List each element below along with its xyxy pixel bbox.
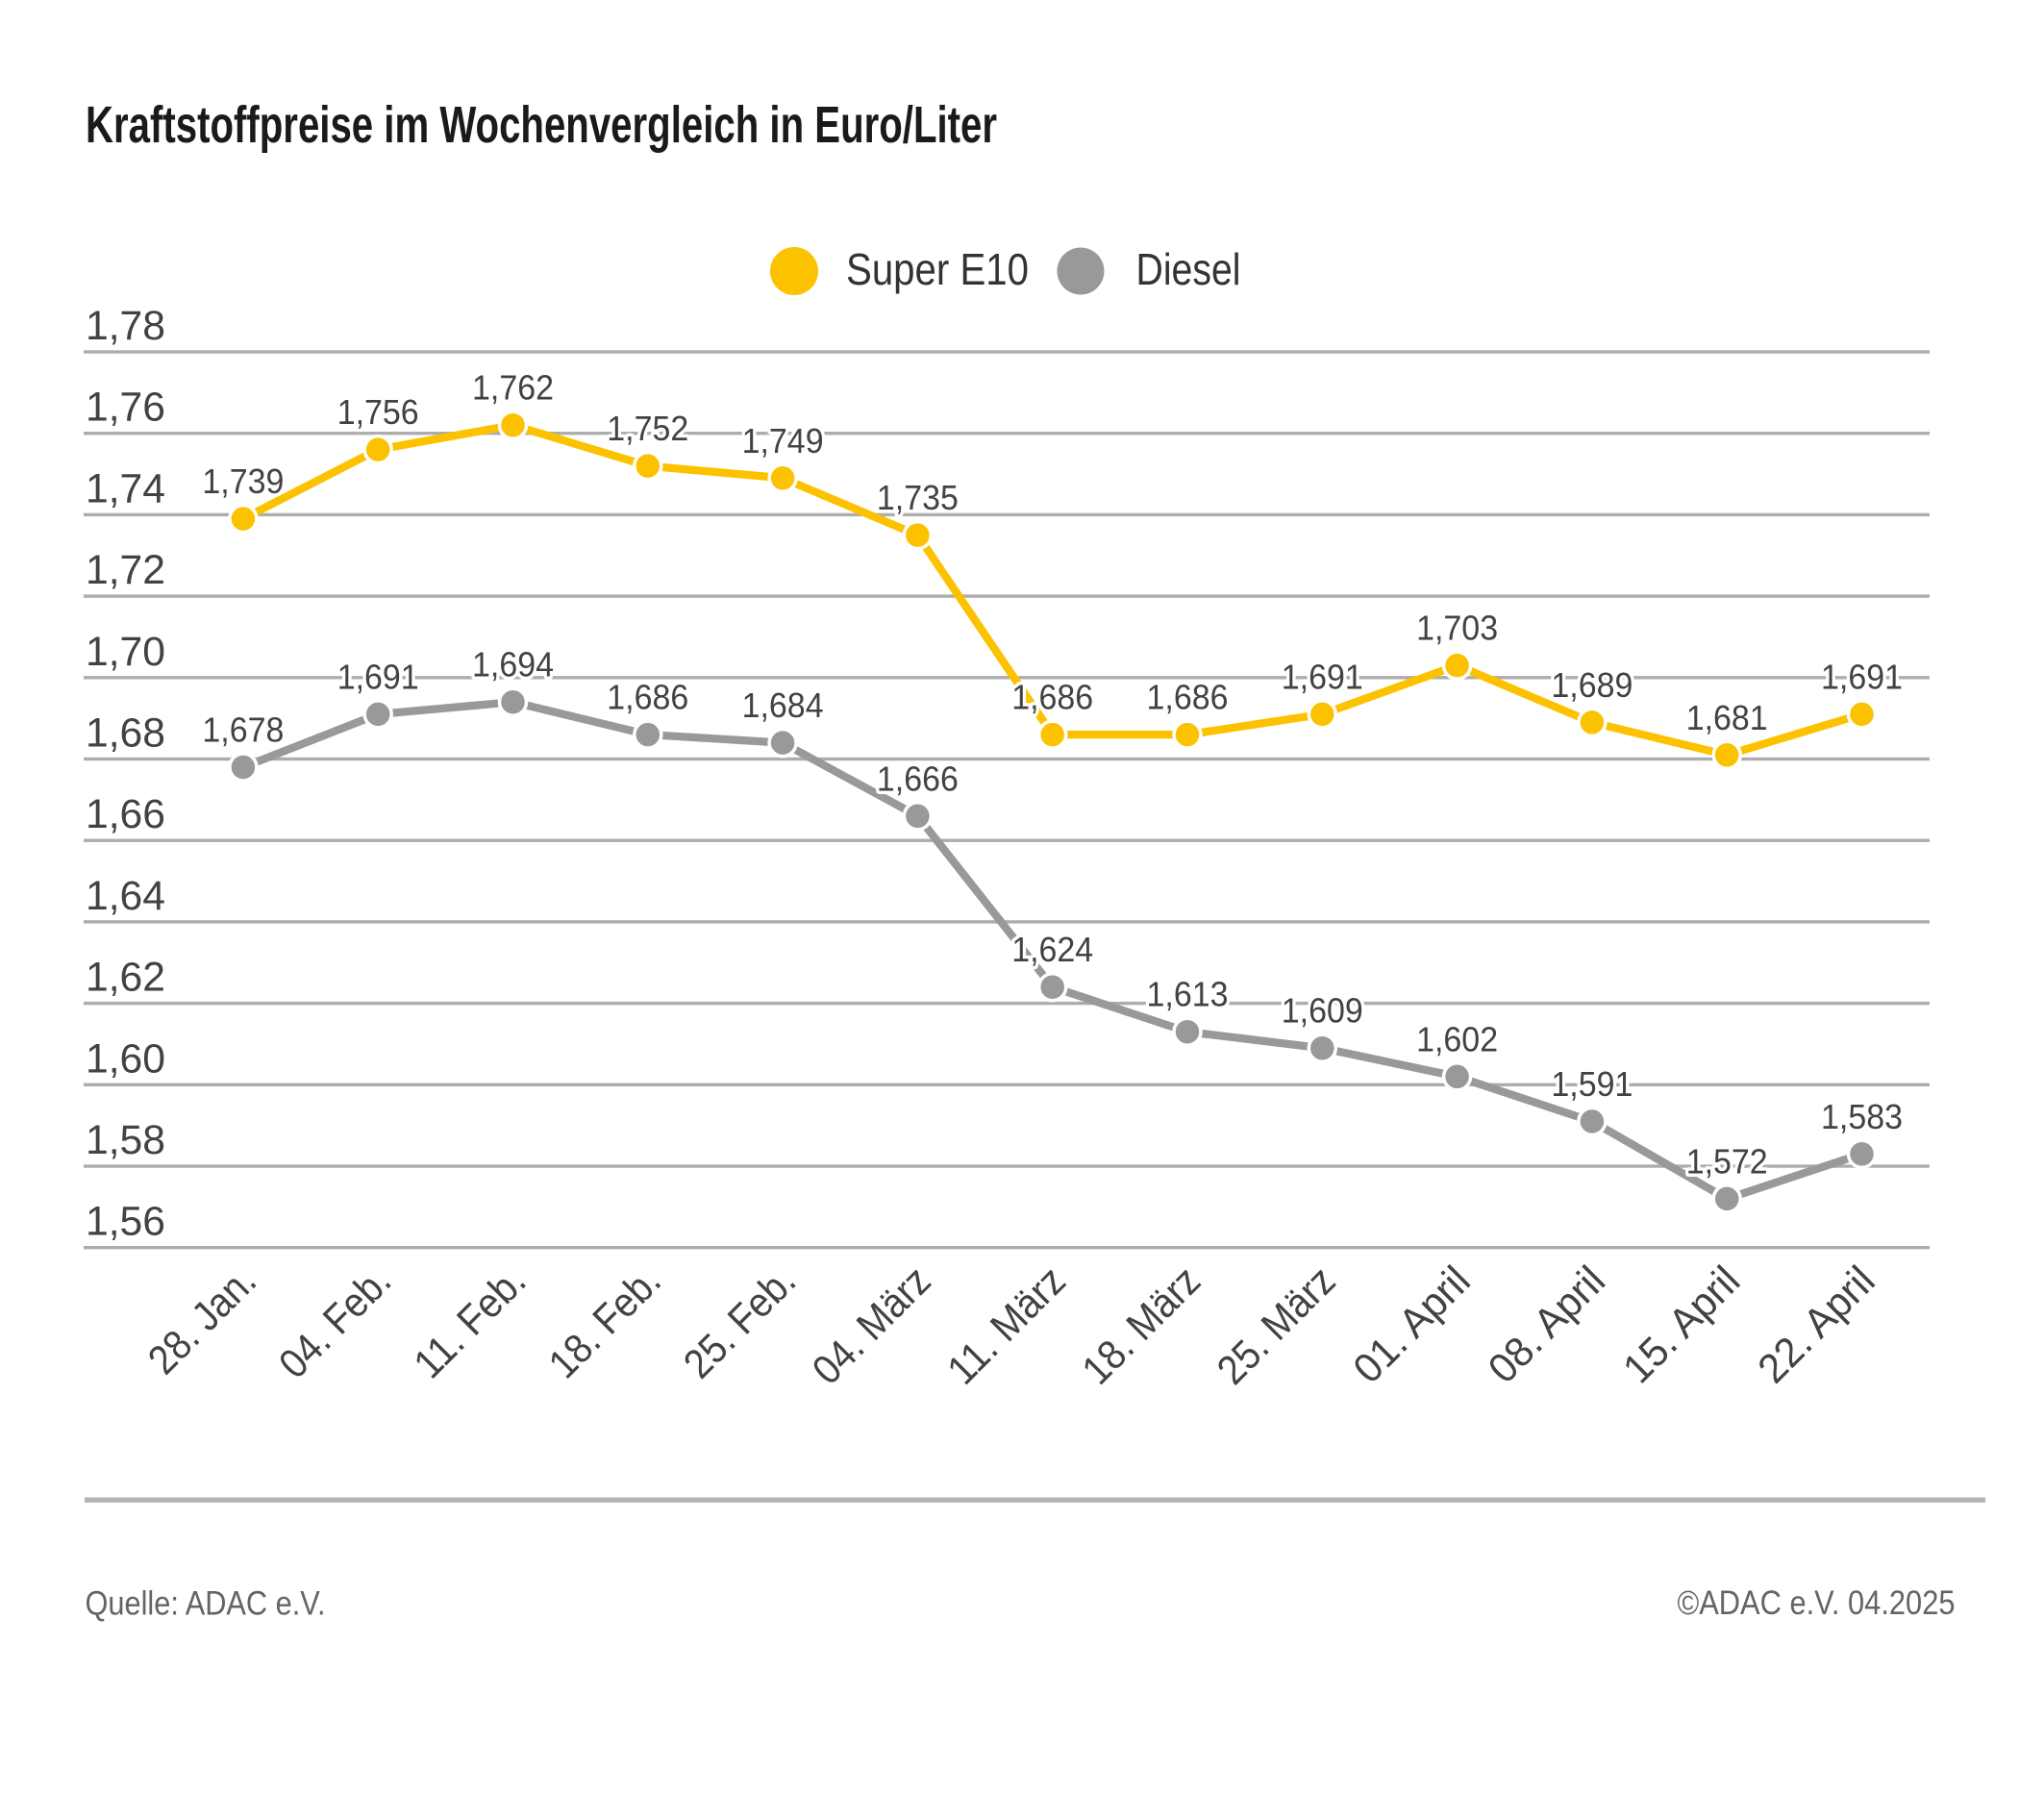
- svg-text:1,60: 1,60: [86, 1035, 165, 1082]
- svg-text:1,686: 1,686: [607, 678, 688, 717]
- svg-text:Super E10: Super E10: [846, 244, 1029, 294]
- svg-text:1,703: 1,703: [1416, 609, 1498, 648]
- svg-text:1,609: 1,609: [1282, 991, 1363, 1031]
- svg-text:1,691: 1,691: [337, 657, 419, 696]
- svg-text:1,70: 1,70: [86, 629, 165, 675]
- svg-text:1,624: 1,624: [1011, 930, 1093, 969]
- svg-text:1,739: 1,739: [202, 461, 284, 501]
- svg-text:1,684: 1,684: [742, 685, 824, 725]
- svg-text:1,686: 1,686: [1011, 678, 1093, 717]
- svg-text:1,666: 1,666: [877, 759, 959, 798]
- svg-text:Diesel: Diesel: [1136, 244, 1241, 294]
- svg-text:Kraftstoffpreise im Wochenverg: Kraftstoffpreise im Wochenvergleich in E…: [86, 96, 997, 154]
- svg-text:1,686: 1,686: [1147, 678, 1229, 717]
- svg-text:1,689: 1,689: [1551, 665, 1633, 705]
- svg-text:1,762: 1,762: [472, 368, 554, 408]
- svg-text:1,58: 1,58: [86, 1117, 165, 1163]
- svg-text:1,749: 1,749: [742, 421, 824, 461]
- svg-text:1,613: 1,613: [1147, 975, 1229, 1014]
- svg-text:1,591: 1,591: [1551, 1064, 1633, 1104]
- svg-text:1,678: 1,678: [202, 710, 284, 750]
- svg-text:1,66: 1,66: [86, 791, 165, 837]
- svg-text:1,694: 1,694: [472, 645, 554, 685]
- svg-text:1,64: 1,64: [86, 873, 165, 919]
- svg-text:1,691: 1,691: [1282, 657, 1363, 696]
- svg-text:1,72: 1,72: [86, 547, 165, 593]
- svg-text:1,583: 1,583: [1821, 1097, 1903, 1136]
- svg-text:1,691: 1,691: [1821, 657, 1903, 696]
- svg-text:1,62: 1,62: [86, 955, 165, 1001]
- svg-text:1,76: 1,76: [86, 385, 165, 431]
- svg-text:1,681: 1,681: [1686, 698, 1768, 737]
- svg-text:1,68: 1,68: [86, 710, 165, 757]
- svg-text:1,78: 1,78: [86, 303, 165, 349]
- svg-text:1,735: 1,735: [877, 478, 959, 517]
- svg-text:©ADAC e.V. 04.2025: ©ADAC e.V. 04.2025: [1678, 1584, 1956, 1622]
- svg-text:1,756: 1,756: [337, 392, 419, 432]
- svg-text:1,752: 1,752: [607, 409, 688, 448]
- svg-text:1,602: 1,602: [1416, 1019, 1498, 1058]
- svg-text:1,572: 1,572: [1686, 1141, 1768, 1181]
- svg-text:1,56: 1,56: [86, 1199, 165, 1245]
- svg-text:Quelle: ADAC e.V.: Quelle: ADAC e.V.: [86, 1585, 326, 1623]
- svg-text:1,74: 1,74: [86, 465, 165, 511]
